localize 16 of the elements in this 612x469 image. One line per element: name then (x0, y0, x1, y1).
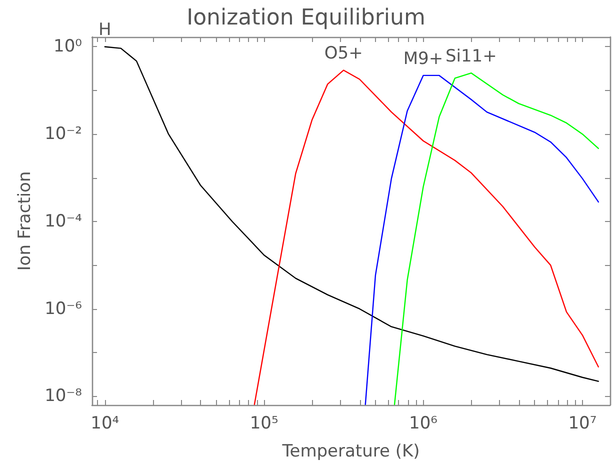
y-axis-title: Ion Fraction (15, 171, 36, 271)
x-tick-label: 10⁴ (90, 414, 120, 434)
series-label: M9+ (403, 48, 444, 69)
y-tick-label: 10⁻² (44, 124, 82, 144)
series-label: H (98, 20, 112, 40)
y-tick-label: 10⁻⁴ (44, 211, 82, 232)
chart-title: Ionization Equilibrium (186, 6, 426, 30)
y-tick-label: 10⁰ (54, 36, 82, 57)
x-axis-title: Temperature (K) (281, 442, 420, 462)
y-tick-label: 10⁻⁸ (44, 386, 82, 406)
y-tick-label: 10⁻⁶ (44, 298, 82, 319)
x-tick-label: 10⁶ (409, 414, 438, 434)
x-tick-label: 10⁵ (250, 414, 278, 434)
x-tick-label: 10⁷ (568, 414, 597, 434)
series-label: Si11+ (445, 46, 497, 67)
series-label: O5+ (324, 44, 363, 64)
